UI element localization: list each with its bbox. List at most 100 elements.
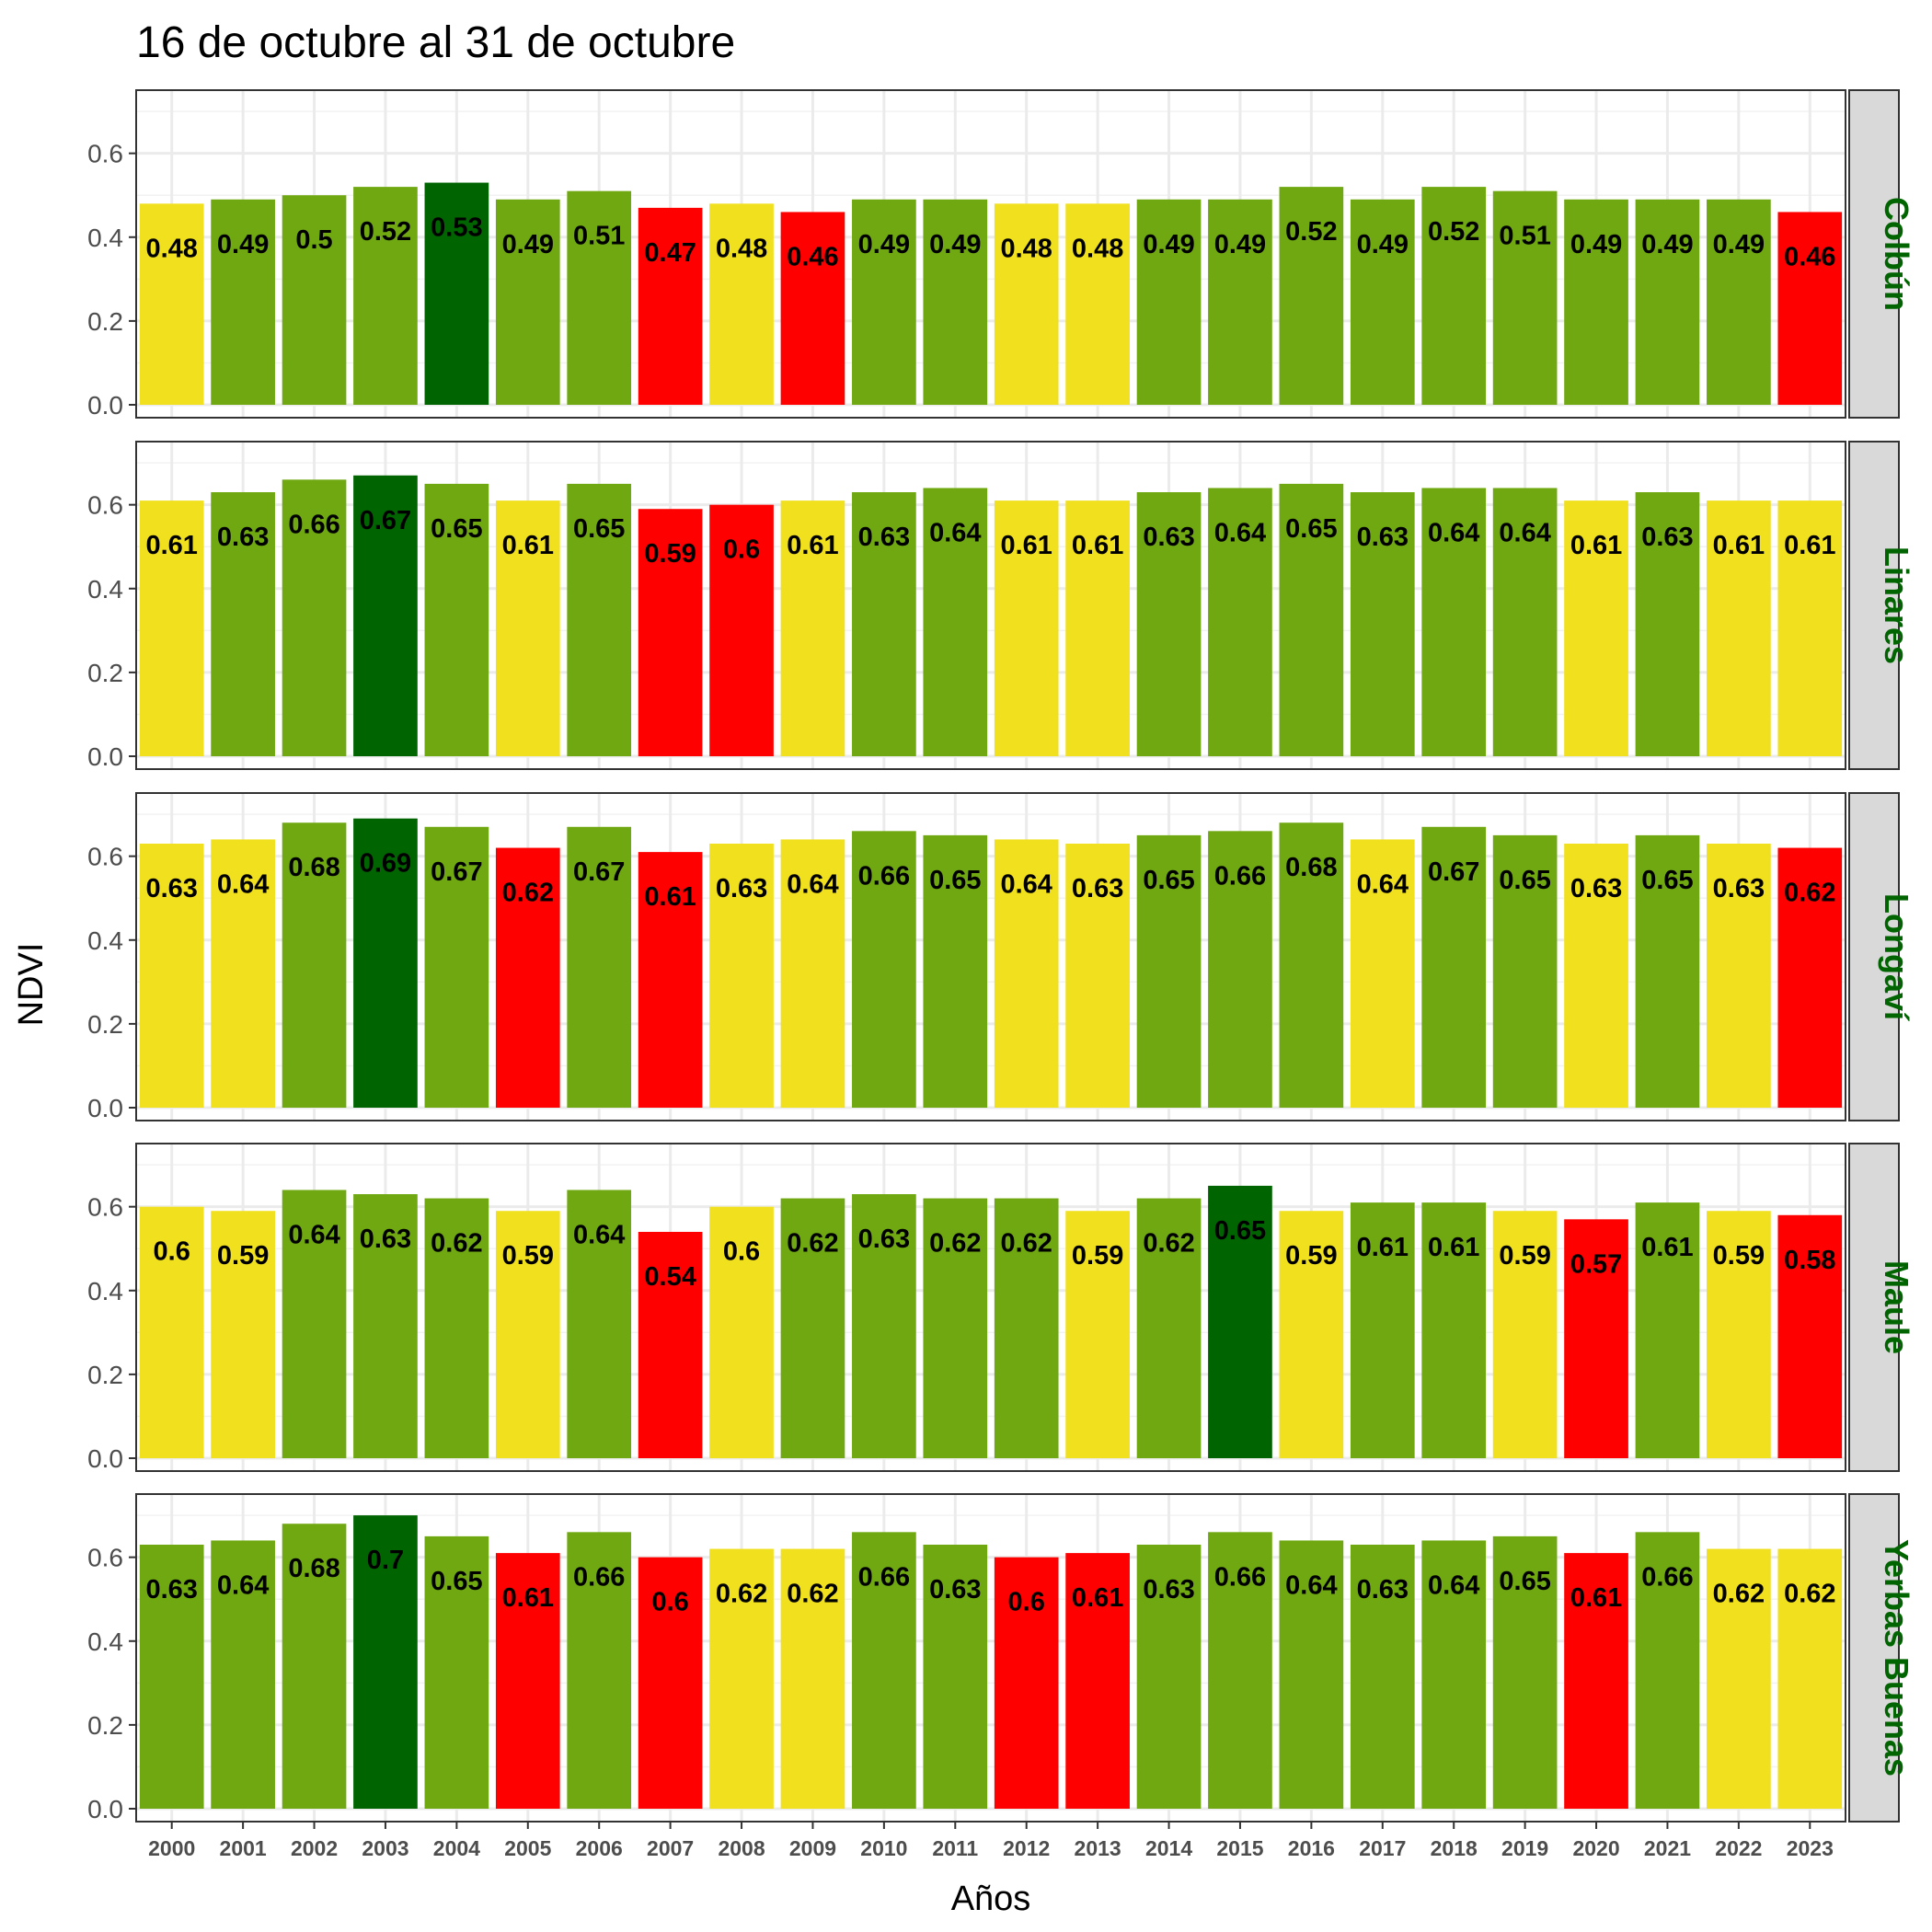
bar-colbún-2004 <box>424 182 489 405</box>
bar-value-label: 0.66 <box>573 1562 625 1592</box>
bar-yerbas-buenas-2006 <box>567 1532 632 1809</box>
bar-maule-2010 <box>852 1194 916 1458</box>
bar-maule-2002 <box>282 1190 347 1458</box>
bar-value-label: 0.63 <box>145 874 197 903</box>
bar-value-label: 0.65 <box>1499 1567 1550 1596</box>
bar-linares-2004 <box>424 483 489 756</box>
bar-value-label: 0.67 <box>360 506 411 535</box>
bar-linares-2006 <box>567 483 632 756</box>
bar-linares-2013 <box>1065 500 1130 756</box>
bar-longaví-2013 <box>1065 844 1130 1108</box>
bar-colbún-2006 <box>567 190 632 405</box>
x-axis: 2000 2001 2002 2003 2004 2005 2006 2007 2008 2009… <box>148 1822 1834 1860</box>
x-tick-label: 2005 <box>504 1836 551 1860</box>
y-tick-label: 0.0 <box>87 1795 123 1823</box>
bar-value-label: 0.61 <box>1000 531 1052 560</box>
x-tick-label: 2002 <box>291 1836 338 1860</box>
bar-longaví-2008 <box>709 844 774 1108</box>
bar-linares-2011 <box>923 488 988 756</box>
bar-value-label: 0.49 <box>929 230 981 259</box>
bar-value-label: 0.51 <box>573 222 625 251</box>
y-tick-label: 0.2 <box>87 307 123 336</box>
bar-colbún-2015 <box>1208 199 1272 405</box>
bar-yerbas-buenas-2013 <box>1065 1553 1130 1809</box>
bar-value-label: 0.47 <box>644 238 696 268</box>
bar-value-label: 0.6 <box>723 1237 760 1267</box>
bar-maule-2004 <box>424 1198 489 1458</box>
bar-value-label: 0.65 <box>1214 1216 1266 1246</box>
bar-value-label: 0.63 <box>360 1225 411 1254</box>
bar-longaví-2016 <box>1279 822 1344 1108</box>
y-tick-label: 0.4 <box>87 575 123 604</box>
facet-strip <box>1848 1493 1900 1823</box>
bar-value-label: 0.6 <box>1008 1588 1045 1617</box>
bar-value-label: 0.66 <box>858 861 910 891</box>
bar-value-label: 0.63 <box>1713 874 1765 903</box>
bar-colbún-2001 <box>211 199 275 405</box>
bar-value-label: 0.64 <box>1428 1570 1479 1600</box>
y-tick-label: 0.2 <box>87 1711 123 1740</box>
bar-value-label: 0.62 <box>1784 1580 1835 1609</box>
panel-colbún: 0.0 0.2 0.4 0.6 0.48 0.49 0.5 0.52 0.53 0.49 0.51 0… <box>87 89 1915 420</box>
bar-colbún-2005 <box>495 199 560 405</box>
y-tick-label: 0.4 <box>87 1627 123 1656</box>
bar-value-label: 0.48 <box>145 234 197 263</box>
bar-value-label: 0.49 <box>502 230 554 259</box>
bar-value-label: 0.6 <box>723 535 760 565</box>
bar-linares-2003 <box>353 475 418 756</box>
bar-yerbas-buenas-2010 <box>852 1532 916 1809</box>
bar-yerbas-buenas-2011 <box>923 1545 988 1809</box>
bar-yerbas-buenas-2021 <box>1635 1532 1700 1809</box>
x-tick-label: 2007 <box>647 1836 694 1860</box>
bar-value-label: 0.64 <box>787 869 838 899</box>
bar-value-label: 0.68 <box>1285 853 1337 882</box>
panel-longaví: 0.0 0.2 0.4 0.6 0.63 0.64 0.68 0.69 0.67 0.62 0.67… <box>87 792 1915 1122</box>
bar-linares-2015 <box>1208 488 1272 756</box>
bar-value-label: 0.67 <box>431 857 482 887</box>
facet-strip <box>1848 792 1900 1121</box>
bar-linares-2016 <box>1279 483 1344 756</box>
bar-value-label: 0.49 <box>1143 230 1194 259</box>
bar-maule-2013 <box>1065 1211 1130 1458</box>
bar-longaví-2015 <box>1208 831 1272 1108</box>
bar-maule-2007 <box>638 1232 703 1458</box>
bar-colbún-2018 <box>1421 187 1487 405</box>
x-tick-label: 2003 <box>362 1836 408 1860</box>
bar-value-label: 0.63 <box>929 1575 981 1604</box>
bar-value-label: 0.62 <box>1784 879 1835 908</box>
y-tick-label: 0.0 <box>87 742 123 771</box>
y-tick-label: 0.6 <box>87 140 123 168</box>
x-tick-label: 2017 <box>1359 1836 1406 1860</box>
bar-value-label: 0.59 <box>1285 1241 1337 1271</box>
x-tick-label: 2010 <box>860 1836 907 1860</box>
bar-maule-2012 <box>994 1198 1059 1458</box>
bar-value-label: 0.49 <box>1357 230 1409 259</box>
bar-yerbas-buenas-2003 <box>353 1515 418 1809</box>
bar-yerbas-buenas-2015 <box>1208 1532 1272 1809</box>
bar-maule-2023 <box>1777 1214 1843 1458</box>
bar-colbún-2019 <box>1492 190 1558 405</box>
x-tick-label: 2023 <box>1787 1836 1834 1860</box>
bar-yerbas-buenas-2009 <box>780 1548 845 1809</box>
bar-longaví-2014 <box>1136 834 1202 1108</box>
bar-value-label: 0.61 <box>787 531 838 560</box>
bar-linares-2010 <box>852 492 916 756</box>
bar-linares-2007 <box>638 509 703 756</box>
bar-value-label: 0.57 <box>1570 1249 1622 1279</box>
bar-colbún-2007 <box>638 207 703 405</box>
panel-border <box>135 1143 1846 1472</box>
bar-longaví-2021 <box>1635 834 1700 1108</box>
bar-value-label: 0.59 <box>1072 1241 1123 1271</box>
bar-value-label: 0.63 <box>1357 523 1409 552</box>
bar-value-label: 0.66 <box>1214 861 1266 891</box>
bar-value-label: 0.64 <box>1000 869 1052 899</box>
bar-linares-2009 <box>780 500 845 756</box>
y-tick-label: 0.6 <box>87 491 123 520</box>
bar-yerbas-buenas-2012 <box>994 1557 1059 1809</box>
bar-value-label: 0.61 <box>1713 531 1765 560</box>
bar-value-label: 0.6 <box>154 1237 190 1267</box>
bar-value-label: 0.65 <box>1641 866 1693 895</box>
bar-value-label: 0.62 <box>787 1229 838 1259</box>
bar-maule-2003 <box>353 1194 418 1458</box>
y-tick-label: 0.2 <box>87 1361 123 1389</box>
